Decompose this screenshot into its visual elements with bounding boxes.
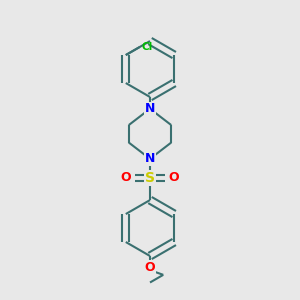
Text: O: O [121, 172, 131, 184]
Text: N: N [145, 152, 155, 165]
Text: O: O [169, 172, 179, 184]
Text: O: O [145, 261, 155, 274]
Text: N: N [145, 102, 155, 115]
Text: Cl: Cl [141, 42, 152, 52]
Text: S: S [145, 171, 155, 185]
